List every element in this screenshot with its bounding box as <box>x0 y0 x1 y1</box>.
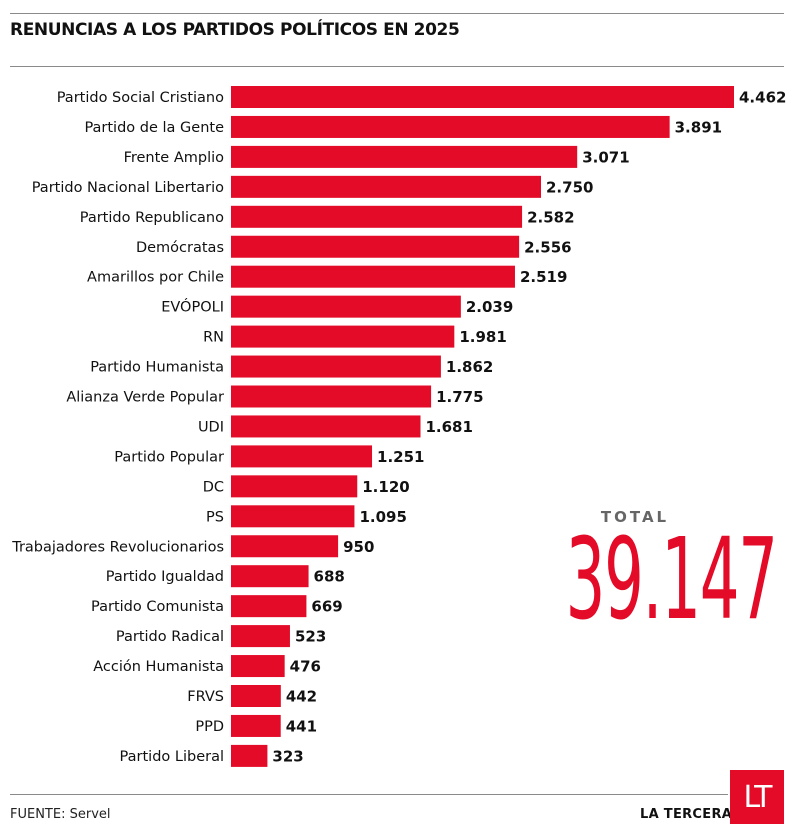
value-label: 3.071 <box>582 148 629 166</box>
bar <box>231 505 355 528</box>
value-label: 3.891 <box>675 118 722 136</box>
bar <box>231 385 432 408</box>
value-label: 688 <box>314 568 345 586</box>
chart-title: RENUNCIAS A LOS PARTIDOS POLÍTICOS EN 20… <box>10 20 460 40</box>
category-label: Amarillos por Chile <box>87 270 224 286</box>
bar <box>231 535 339 558</box>
category-label: Alianza Verde Popular <box>66 390 224 406</box>
value-label: 1.120 <box>362 478 409 496</box>
category-label: EVÓPOLI <box>161 298 224 316</box>
category-label: Partido Humanista <box>90 360 224 376</box>
value-label: 441 <box>286 717 317 735</box>
category-label: Partido Social Cristiano <box>57 90 224 106</box>
bar <box>231 744 268 767</box>
category-label: RN <box>203 330 224 346</box>
value-label: 2.039 <box>466 298 513 316</box>
value-label: 4.462 <box>739 89 786 107</box>
bar <box>231 445 373 468</box>
category-label: Partido de la Gente <box>84 120 224 136</box>
bar <box>231 625 290 648</box>
bar <box>231 565 309 588</box>
value-label: 669 <box>311 598 342 616</box>
bar <box>231 205 523 228</box>
category-label: Partido Nacional Libertario <box>32 180 224 196</box>
brand-logo: LT <box>730 770 784 824</box>
bar <box>231 595 307 618</box>
value-label: 523 <box>295 628 326 646</box>
value-label: 1.981 <box>459 328 506 346</box>
bar <box>231 265 515 288</box>
category-label: Frente Amplio <box>124 150 225 166</box>
category-label: Partido Comunista <box>91 599 224 615</box>
total-value: 39.147 <box>565 515 778 645</box>
category-label: PPD <box>195 719 224 735</box>
category-label: Partido Radical <box>116 629 224 645</box>
total-label: TOTAL <box>600 508 670 526</box>
value-label: 2.750 <box>546 178 593 196</box>
value-label: 2.556 <box>524 238 571 256</box>
value-label: 2.582 <box>527 208 574 226</box>
brand-name: LA TERCERA <box>640 807 733 822</box>
value-label: 323 <box>272 747 303 765</box>
bar <box>231 655 285 678</box>
source-note: FUENTE: Servel <box>10 807 111 822</box>
value-label: 442 <box>286 688 317 706</box>
title-rule <box>10 66 784 67</box>
category-label: Partido Republicano <box>80 210 224 226</box>
category-label: Acción Humanista <box>93 659 224 675</box>
category-label: Partido Igualdad <box>106 569 224 585</box>
value-label: 1.775 <box>436 388 483 406</box>
bar <box>231 355 441 378</box>
value-label: 1.862 <box>446 358 493 376</box>
value-label: 1.251 <box>377 448 424 466</box>
category-label: Trabajadores Revolucionarios <box>11 539 224 555</box>
bar <box>231 145 578 168</box>
category-label: PS <box>206 509 224 525</box>
bar <box>231 295 461 318</box>
value-label: 476 <box>290 658 321 676</box>
category-label: Partido Popular <box>114 449 224 465</box>
bar <box>231 325 455 348</box>
bar <box>231 86 734 108</box>
logo-text: LT <box>743 779 773 815</box>
category-label: Partido Liberal <box>120 749 224 765</box>
bar <box>231 175 542 198</box>
value-label: 1.681 <box>425 418 472 436</box>
category-label: UDI <box>198 419 224 435</box>
top-rule <box>10 13 784 14</box>
value-label: 2.519 <box>520 268 567 286</box>
bar-chart: Partido Social Cristiano 4.462 Partido de … <box>11 86 786 767</box>
category-label: Demócratas <box>136 240 224 256</box>
bar <box>231 714 281 737</box>
bar <box>231 475 358 498</box>
bar <box>231 235 520 258</box>
bottom-rule <box>10 794 728 795</box>
bar <box>231 115 670 138</box>
category-label: DC <box>203 479 224 495</box>
value-label: 950 <box>343 538 374 556</box>
bar <box>231 685 281 707</box>
bar <box>231 415 421 438</box>
value-label: 1.095 <box>359 508 406 526</box>
category-label: FRVS <box>187 689 224 705</box>
